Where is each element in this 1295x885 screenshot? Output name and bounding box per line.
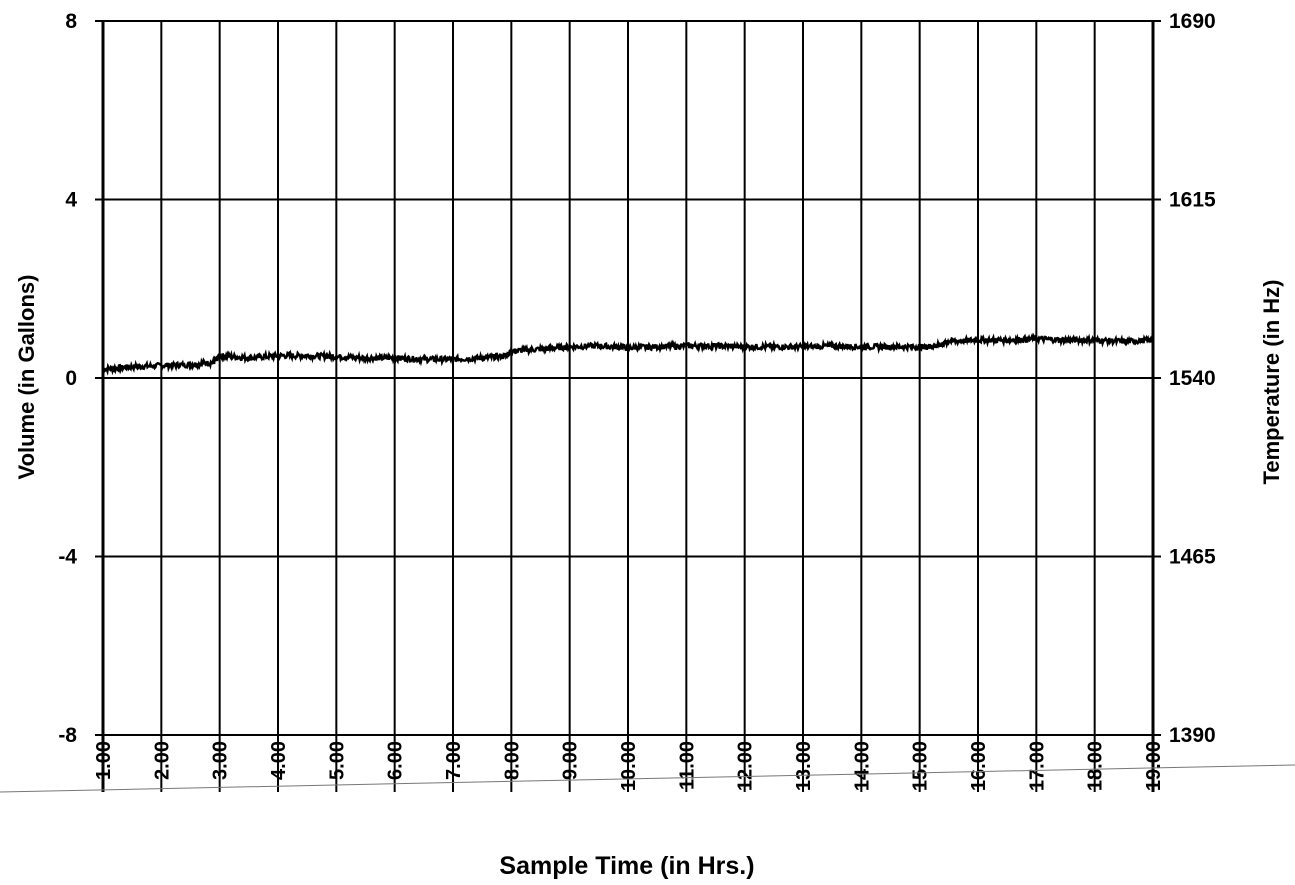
x-tick-label: 13.00 (793, 741, 815, 791)
x-tick-label: 7.00 (443, 741, 465, 780)
gridlines (95, 20, 1161, 792)
x-tick-label: 11.00 (676, 741, 698, 790)
x-axis-title: Sample Time (in Hrs.) (499, 852, 754, 880)
y-right-tick-label: 1540 (1169, 367, 1216, 390)
y-left-tick-label: -4 (58, 546, 77, 569)
series-line (102, 332, 1154, 376)
x-tick-label: 5.00 (326, 741, 348, 780)
x-tick-label: 18.00 (1085, 741, 1107, 791)
x-tick-label: 15.00 (910, 741, 932, 791)
y-right-tick-label: 1615 (1169, 189, 1216, 212)
y-right-tick-label: 1690 (1169, 10, 1216, 33)
x-tick-label: 14.00 (851, 741, 873, 791)
x-tick-label: 9.00 (560, 741, 582, 780)
y-left-tick-label: 0 (65, 367, 77, 390)
x-tick-label: 17.00 (1026, 741, 1048, 791)
x-tick-label: 4.00 (268, 741, 290, 780)
x-tick-label: 3.00 (210, 741, 232, 780)
axes-layer: 1.002.003.004.005.006.007.008.009.0010.0… (0, 10, 1295, 793)
x-tick-label: 2.00 (151, 741, 173, 780)
series-layer (102, 332, 1154, 376)
x-tick-label: 12.00 (735, 741, 757, 791)
y-left-tick-label: 8 (65, 10, 77, 33)
y-right-tick-label: 1390 (1169, 724, 1216, 747)
y-axis-right-title: Temperature (in Hz) (1259, 280, 1284, 485)
y-left-tick-label: 4 (65, 189, 77, 212)
y-axis-left-title: Volume (in Gallons) (14, 275, 39, 480)
x-tick-label: 10.00 (618, 741, 640, 791)
x-tick-label: 6.00 (385, 741, 407, 780)
y-right-tick-label: 1465 (1169, 546, 1216, 569)
y-left-tick-label: -8 (58, 724, 77, 747)
scan-line (0, 764, 1295, 793)
x-tick-label: 16.00 (968, 741, 990, 791)
x-tick-label: 8.00 (501, 741, 523, 780)
